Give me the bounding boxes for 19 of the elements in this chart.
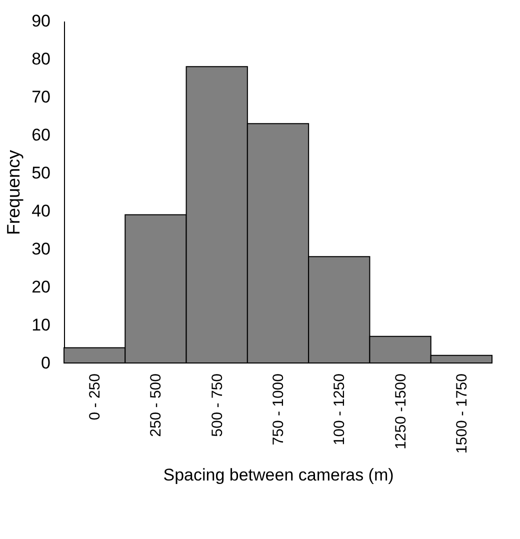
x-tick-label: 750 - 1000 (270, 374, 287, 446)
y-tick-label: 10 (32, 316, 50, 334)
y-tick-label: 0 (41, 354, 50, 372)
y-tick-label: 40 (32, 202, 50, 220)
x-tick-label: 1250 -1500 (392, 374, 410, 450)
y-tick-label: 30 (32, 240, 50, 258)
y-tick-label: 90 (32, 12, 50, 30)
y-axis-title: Frequency (4, 150, 24, 236)
x-tick-label: 1500 - 1750 (453, 374, 470, 454)
y-tick-label: 20 (32, 278, 50, 296)
x-axis-title: Spacing between cameras (m) (163, 466, 394, 485)
y-tick-label: 60 (32, 126, 50, 144)
x-tick-label: 500 - 750 (208, 374, 226, 437)
x-tick-label: 100 - 1250 (331, 374, 348, 446)
x-tick-label: 0 - 250 (86, 374, 104, 420)
x-tick-label: 250 - 500 (148, 374, 165, 437)
y-tick-label: 50 (32, 164, 50, 182)
y-tick-label: 70 (32, 88, 50, 106)
y-tick-label: 80 (32, 50, 50, 68)
